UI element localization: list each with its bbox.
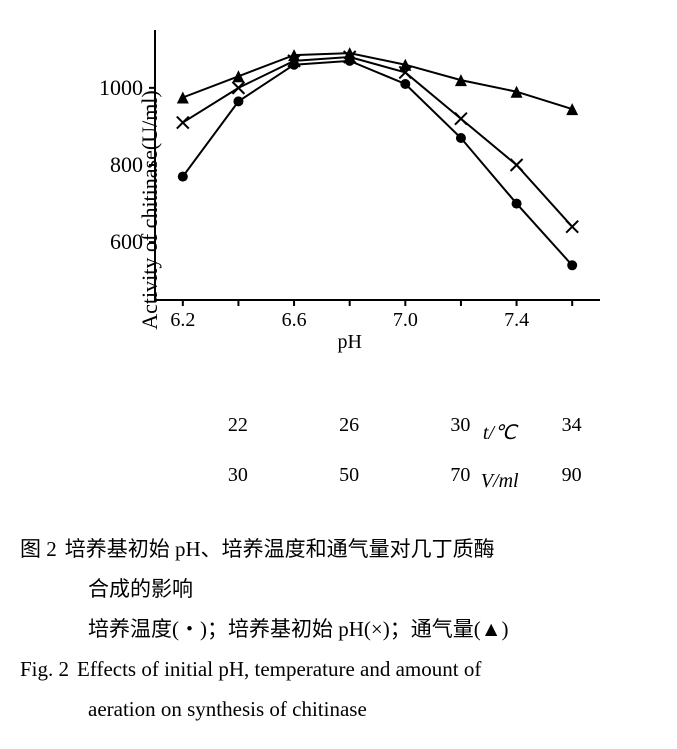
x-marker — [455, 113, 467, 125]
triangle-marker — [177, 92, 189, 104]
dot-marker — [400, 79, 410, 89]
secondary-x-axes: 22263034t/℃30507090V/ml — [115, 400, 625, 500]
dot-marker — [233, 96, 243, 106]
dot-marker — [456, 133, 466, 143]
y-axis-label: Activity of chitinase(U/ml) — [137, 90, 163, 330]
xtick-label: 6.6 — [282, 309, 307, 331]
figure-caption: 图 2 培养基初始 pH、培养温度和通气量对几丁质酶 合成的影响 培养温度(・)… — [20, 530, 657, 729]
secondary-tick-label: 30 — [208, 464, 268, 487]
secondary-axis-label: V/ml — [470, 470, 530, 493]
dot-marker — [178, 172, 188, 182]
dot-marker — [567, 260, 577, 270]
caption-en-line1: Fig. 2 Effects of initial pH, temperatur… — [20, 650, 657, 690]
secondary-tick-label: 34 — [542, 414, 602, 437]
secondary-tick-label: 90 — [542, 464, 602, 487]
xtick-label: 7.4 — [504, 309, 529, 331]
caption-cn-line2: 合成的影响 — [20, 570, 657, 610]
caption-en-line2: aeration on synthesis of chitinase — [20, 690, 657, 730]
caption-cn-line1: 图 2 培养基初始 pH、培养温度和通气量对几丁质酶 — [20, 530, 657, 570]
figure-container: Activity of chitinase(U/ml) 60080010006.… — [20, 20, 657, 729]
xtick-label: 7.0 — [393, 309, 418, 331]
caption-tag-en: Fig. 2 — [20, 650, 69, 690]
caption-tag-cn: 图 2 — [20, 530, 57, 570]
triangle-marker — [232, 70, 244, 82]
x-axis-label-pH: pH — [337, 331, 361, 353]
chart-area: Activity of chitinase(U/ml) 60080010006.… — [60, 20, 620, 400]
caption-text-cn-1: 培养基初始 pH、培养温度和通气量对几丁质酶 — [57, 530, 657, 570]
caption-cn-legend: 培养温度(・)；培养基初始 pH(×)；通气量(▲) — [20, 610, 657, 650]
secondary-axis-row: 30507090V/ml — [115, 450, 625, 500]
axes — [155, 30, 600, 300]
x-marker — [177, 117, 189, 129]
xtick-label: 6.2 — [170, 309, 195, 331]
secondary-tick-label: 50 — [319, 464, 379, 487]
x-marker — [232, 82, 244, 94]
caption-text-en-1: Effects of initial pH, temperature and a… — [69, 650, 657, 690]
secondary-tick-label: 22 — [208, 414, 268, 437]
secondary-tick-label: 26 — [319, 414, 379, 437]
dot-marker — [512, 199, 522, 209]
secondary-axis-row: 22263034t/℃ — [115, 400, 625, 450]
x-marker — [511, 159, 523, 171]
x-marker — [566, 221, 578, 233]
secondary-axis-label: t/℃ — [470, 420, 530, 445]
triangle-marker — [566, 103, 578, 115]
